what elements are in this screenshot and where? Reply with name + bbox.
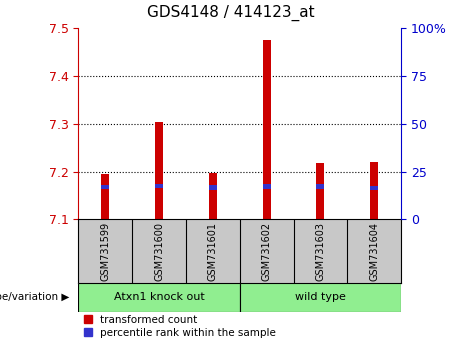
Bar xyxy=(155,121,163,219)
Bar xyxy=(316,184,325,189)
Text: GDS4148 / 414123_at: GDS4148 / 414123_at xyxy=(147,5,314,21)
Text: GSM731604: GSM731604 xyxy=(369,222,379,281)
Text: Atxn1 knock out: Atxn1 knock out xyxy=(114,292,204,302)
Bar xyxy=(240,283,401,312)
Bar xyxy=(78,283,240,312)
Bar xyxy=(209,173,217,219)
Text: GSM731599: GSM731599 xyxy=(100,222,110,281)
Text: GSM731602: GSM731602 xyxy=(261,222,272,281)
Bar xyxy=(263,184,271,189)
Bar xyxy=(155,184,163,188)
Legend: transformed count, percentile rank within the sample: transformed count, percentile rank withi… xyxy=(83,315,276,338)
Text: wild type: wild type xyxy=(295,292,346,302)
Bar xyxy=(263,40,271,219)
Bar xyxy=(101,174,109,219)
Bar xyxy=(101,184,109,189)
Text: genotype/variation ▶: genotype/variation ▶ xyxy=(0,292,69,302)
Bar xyxy=(316,163,325,219)
Bar xyxy=(370,185,378,190)
Text: GSM731603: GSM731603 xyxy=(315,222,325,281)
Text: GSM731600: GSM731600 xyxy=(154,222,164,281)
Bar xyxy=(370,162,378,219)
Bar xyxy=(209,185,217,190)
Text: GSM731601: GSM731601 xyxy=(208,222,218,281)
